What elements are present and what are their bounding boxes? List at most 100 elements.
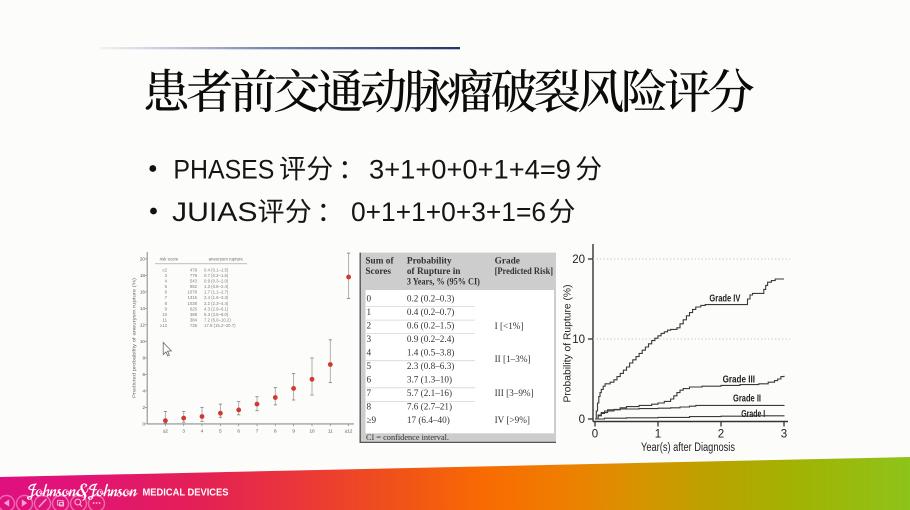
svg-text:MEDICAL DEVICES: MEDICAL DEVICES xyxy=(143,488,229,499)
svg-text:3: 3 xyxy=(182,428,185,433)
svg-text:Predicted probability of aneur: Predicted probability of aneurysm ruptur… xyxy=(132,277,137,398)
svg-text:1078: 1078 xyxy=(187,290,197,295)
svg-text:0.9 (0.3–2.0): 0.9 (0.3–2.0) xyxy=(204,279,229,284)
svg-text:11: 11 xyxy=(328,428,333,433)
svg-text:8: 8 xyxy=(367,402,372,412)
svg-text:3+1+0+0+1+4=9: 3+1+0+0+1+4=9 xyxy=(369,154,571,184)
svg-text:1: 1 xyxy=(655,429,661,441)
svg-text:I [<1%]: I [<1%] xyxy=(495,321,524,331)
svg-text:10: 10 xyxy=(572,334,585,346)
svg-text:3: 3 xyxy=(367,334,372,344)
svg-text:3.7 (1.3–10): 3.7 (1.3–10) xyxy=(407,375,452,385)
svg-text:4: 4 xyxy=(367,348,372,358)
svg-text:0.7 (0.2–1.5): 0.7 (0.2–1.5) xyxy=(204,273,229,278)
svg-text:8: 8 xyxy=(165,301,168,306)
svg-text:20: 20 xyxy=(572,254,585,266)
svg-text:16: 16 xyxy=(140,290,146,295)
svg-text:1.7 (1.1–2.7): 1.7 (1.1–2.7) xyxy=(204,290,229,295)
svg-text:10: 10 xyxy=(140,339,146,344)
svg-text:6: 6 xyxy=(165,290,168,295)
svg-text:0+1+1+0+3+1=6: 0+1+1+0+3+1=6 xyxy=(351,197,546,227)
svg-text:Probability: Probability xyxy=(407,257,452,267)
svg-text:11: 11 xyxy=(163,317,168,322)
svg-text:2: 2 xyxy=(142,405,145,410)
svg-text:1315: 1315 xyxy=(187,295,197,300)
svg-text:388: 388 xyxy=(190,312,198,317)
svg-text:10: 10 xyxy=(162,312,167,317)
svg-text:≥12: ≥12 xyxy=(160,323,168,328)
svg-text:0: 0 xyxy=(592,429,598,441)
svg-text:Year(s) after Diagnosis: Year(s) after Diagnosis xyxy=(641,442,735,454)
svg-text:6: 6 xyxy=(142,372,145,377)
svg-text:982: 982 xyxy=(190,284,198,289)
svg-text:≤2: ≤2 xyxy=(162,268,167,273)
svg-text:4: 4 xyxy=(201,428,204,433)
svg-text:of Rupture in: of Rupture in xyxy=(407,267,461,277)
svg-text:1: 1 xyxy=(367,307,372,317)
svg-text:5: 5 xyxy=(219,428,222,433)
svg-text:5.7 (2.1–16): 5.7 (2.1–16) xyxy=(407,388,452,398)
svg-text:Grade: Grade xyxy=(495,257,520,267)
svg-text:6: 6 xyxy=(237,428,240,433)
svg-text:9: 9 xyxy=(165,306,168,311)
svg-text:≥9: ≥9 xyxy=(367,415,377,425)
svg-text:[Predicted Risk]: [Predicted Risk] xyxy=(495,267,553,277)
svg-text:Sum of: Sum of xyxy=(365,257,394,267)
svg-text:7.6 (2.7–21): 7.6 (2.7–21) xyxy=(407,402,452,412)
svg-text:Scores: Scores xyxy=(365,267,391,277)
svg-text:3 Years, % (95% CI): 3 Years, % (95% CI) xyxy=(407,277,480,288)
svg-text:≥12: ≥12 xyxy=(345,428,353,433)
svg-text:7: 7 xyxy=(256,428,259,433)
svg-text:5: 5 xyxy=(367,361,372,371)
svg-text:1038: 1038 xyxy=(187,301,197,306)
svg-text:625: 625 xyxy=(190,306,198,311)
svg-text:Grade III: Grade III xyxy=(723,374,756,385)
svg-text:543: 543 xyxy=(190,279,198,284)
svg-text:479: 479 xyxy=(190,268,198,273)
svg-text:Grade II: Grade II xyxy=(733,393,761,404)
svg-text:0.2 (0.2–0.3): 0.2 (0.2–0.3) xyxy=(407,293,454,303)
svg-text:3: 3 xyxy=(165,273,168,278)
svg-text:Grade I: Grade I xyxy=(741,409,765,420)
svg-text:0.4 (0.2–0.7): 0.4 (0.2–0.7) xyxy=(407,307,454,317)
svg-text:2: 2 xyxy=(718,429,724,441)
svg-text:1.4 (0.5–3.8): 1.4 (0.5–3.8) xyxy=(407,348,454,358)
svg-text:4: 4 xyxy=(142,389,145,394)
svg-text:17.8 (15.2–20.7): 17.8 (15.2–20.7) xyxy=(204,323,236,328)
svg-text:IV [>9%]: IV [>9%] xyxy=(495,415,530,425)
svg-text:Grade IV: Grade IV xyxy=(709,293,740,304)
svg-text:8: 8 xyxy=(142,356,145,361)
svg-text:20: 20 xyxy=(140,257,146,262)
svg-text:CI = confidence interval.: CI = confidence interval. xyxy=(366,433,449,442)
svg-text:0: 0 xyxy=(142,422,145,427)
svg-text:aneurysm rupture: aneurysm rupture xyxy=(209,257,244,262)
svg-text:5: 5 xyxy=(165,284,168,289)
svg-text:8: 8 xyxy=(274,428,277,433)
svg-text:1.3 (0.8–2.4): 1.3 (0.8–2.4) xyxy=(204,284,229,289)
svg-text:12: 12 xyxy=(140,323,146,328)
svg-text:9: 9 xyxy=(292,428,295,433)
svg-text:risk score: risk score xyxy=(160,257,179,262)
svg-text:7.2 (5.0–10.2): 7.2 (5.0–10.2) xyxy=(204,317,231,322)
svg-text:0: 0 xyxy=(367,293,372,303)
svg-text:0.4 (0.1–1.5): 0.4 (0.1–1.5) xyxy=(204,268,229,273)
svg-text:3.2 (2.3–4.4): 3.2 (2.3–4.4) xyxy=(204,301,229,306)
svg-text:17 (6.4–40): 17 (6.4–40) xyxy=(407,415,450,425)
svg-text:779: 779 xyxy=(190,273,198,278)
svg-text:7: 7 xyxy=(165,295,168,300)
svg-text:0: 0 xyxy=(579,414,585,426)
svg-text:2: 2 xyxy=(367,320,372,330)
svg-text:III [3–9%]: III [3–9%] xyxy=(495,388,534,398)
svg-text:4.3 (2.9–6.1): 4.3 (2.9–6.1) xyxy=(204,306,229,311)
svg-text:JUIAS: JUIAS xyxy=(172,197,258,227)
svg-text:0.6 (0.2–1.5): 0.6 (0.2–1.5) xyxy=(407,320,454,330)
svg-text:0.9 (0.2–2.4): 0.9 (0.2–2.4) xyxy=(407,334,454,344)
svg-text:2.4 (1.6–3.3): 2.4 (1.6–3.3) xyxy=(204,295,229,300)
svg-text:2.3 (0.8–6.3): 2.3 (0.8–6.3) xyxy=(407,361,454,371)
svg-text:PHASES: PHASES xyxy=(173,154,274,184)
svg-text:4: 4 xyxy=(165,279,168,284)
svg-text:384: 384 xyxy=(190,317,198,322)
svg-text:≤2: ≤2 xyxy=(163,428,169,433)
svg-text:10: 10 xyxy=(309,428,315,433)
svg-text:18: 18 xyxy=(140,273,146,278)
